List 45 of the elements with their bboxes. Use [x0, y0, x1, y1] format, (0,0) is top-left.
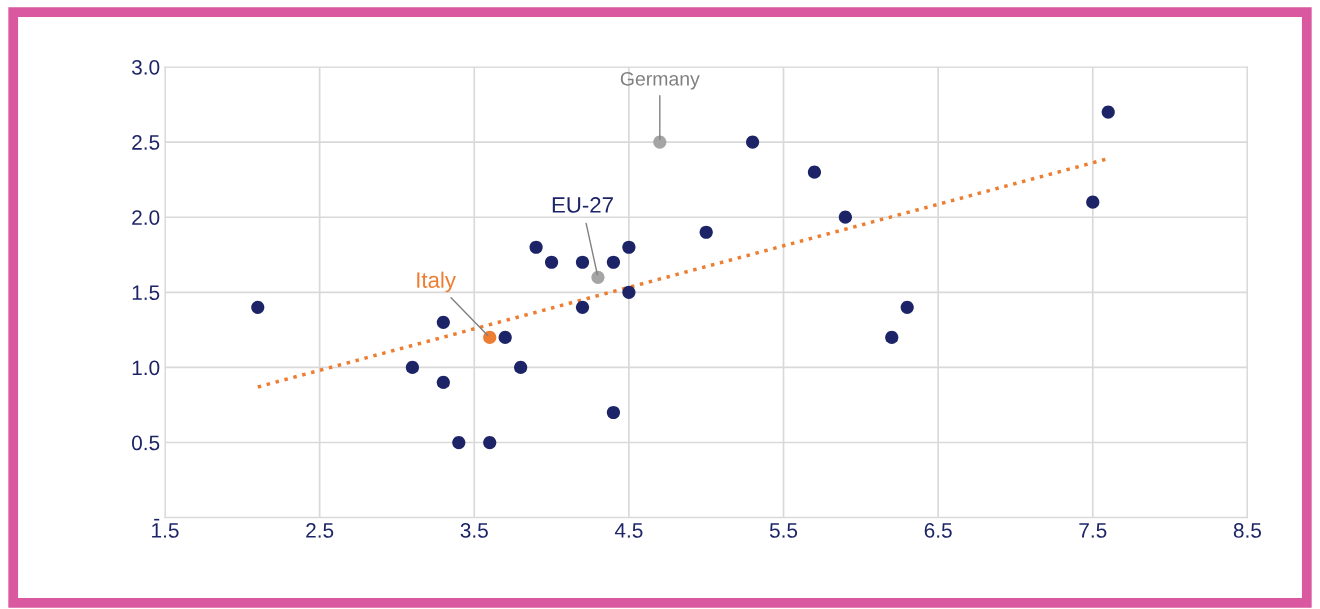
annotation: EU-27 — [552, 197, 613, 213]
x-tick-label: 6.5 — [924, 523, 952, 538]
point — [436, 315, 450, 329]
point — [405, 360, 419, 375]
point — [699, 225, 713, 239]
x-tick-label: 5.5 — [769, 523, 798, 538]
point — [1086, 195, 1100, 209]
annotation: Germany — [620, 71, 700, 90]
point — [514, 360, 528, 375]
y-tick-label: 1.5 — [132, 285, 160, 301]
point — [807, 165, 822, 179]
x-tick-label: 2.5 — [306, 523, 334, 538]
point — [900, 300, 914, 314]
point — [575, 255, 590, 269]
y-tick-label: 3.0 — [131, 59, 160, 75]
point — [622, 240, 636, 254]
point — [575, 300, 590, 314]
point — [483, 435, 497, 450]
point — [251, 300, 265, 314]
point — [1101, 105, 1115, 119]
y-tick-label: - — [154, 518, 160, 521]
point — [591, 270, 605, 284]
point — [885, 330, 899, 344]
point — [436, 375, 450, 390]
y-tick-label: 0.5 — [131, 435, 160, 451]
point — [498, 330, 512, 344]
point — [606, 405, 621, 420]
y-tick-label: 1.0 — [132, 360, 160, 376]
point — [483, 330, 497, 344]
point — [653, 135, 667, 149]
x-tick-label: 4.5 — [614, 523, 643, 538]
point — [606, 255, 621, 269]
point — [544, 255, 559, 269]
point — [452, 435, 466, 450]
x-tick-label: 8.5 — [1233, 523, 1262, 538]
point — [838, 210, 852, 224]
x-tick-label: 3.5 — [460, 523, 488, 538]
y-tick-label: 2.0 — [132, 210, 160, 225]
point — [622, 285, 636, 299]
point — [529, 240, 543, 254]
y-tick-label: 2.5 — [132, 135, 160, 150]
x-tick-label: 1.5 — [152, 523, 179, 538]
point — [746, 135, 760, 149]
annotation: Italy — [417, 271, 456, 293]
x-tick-label: 7.5 — [1079, 523, 1107, 538]
